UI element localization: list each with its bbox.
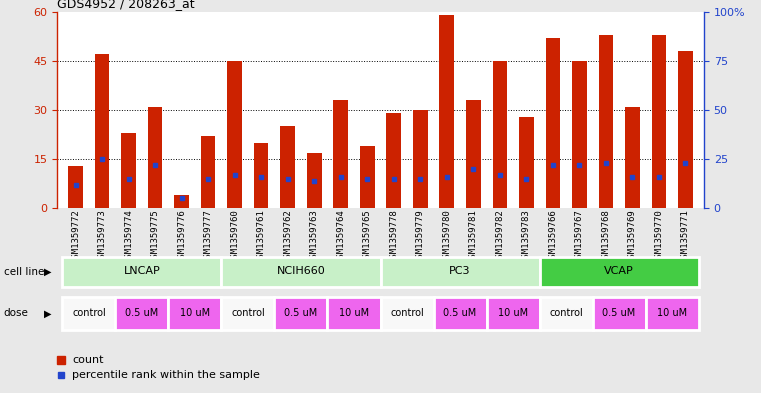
Text: 0.5 uM: 0.5 uM [444,308,476,318]
Bar [360,146,374,208]
Text: ▶: ▶ [43,309,51,318]
Bar [95,54,110,208]
Bar [434,297,486,330]
Bar [280,127,295,208]
Bar [68,166,83,208]
Text: 10 uM: 10 uM [339,308,369,318]
Bar [121,133,136,208]
Text: control: control [72,308,106,318]
Bar [625,107,640,208]
Bar [254,143,269,208]
Bar [593,297,645,330]
Text: GDS4952 / 208263_at: GDS4952 / 208263_at [57,0,195,10]
Bar [221,297,275,330]
Bar [466,100,481,208]
Bar [228,61,242,208]
Bar [540,297,593,330]
Bar [678,51,693,208]
Text: NCIH660: NCIH660 [276,266,326,277]
Bar [307,152,321,208]
Bar [546,38,560,208]
Bar [168,297,221,330]
Bar [486,297,540,330]
Bar [380,257,540,287]
Bar [413,110,428,208]
Bar [333,100,348,208]
Bar [572,61,587,208]
Text: cell line: cell line [4,267,44,277]
Bar [440,15,454,208]
Bar [116,297,168,330]
Text: PC3: PC3 [449,266,471,277]
Bar [492,61,507,208]
Text: ▶: ▶ [43,267,51,277]
Bar [327,297,380,330]
Bar [645,297,699,330]
Bar [62,297,116,330]
Text: control: control [549,308,583,318]
Text: 10 uM: 10 uM [498,308,528,318]
Bar [651,35,666,208]
Text: count: count [72,354,103,365]
Text: 0.5 uM: 0.5 uM [285,308,317,318]
Text: control: control [390,308,424,318]
Text: 10 uM: 10 uM [180,308,210,318]
Text: VCAP: VCAP [604,266,634,277]
Bar [380,297,434,330]
Bar [201,136,215,208]
Bar [148,107,162,208]
Text: dose: dose [4,309,29,318]
Bar [540,257,699,287]
Text: percentile rank within the sample: percentile rank within the sample [72,370,260,380]
Text: control: control [231,308,265,318]
Text: 0.5 uM: 0.5 uM [603,308,635,318]
Bar [387,113,401,208]
Text: 10 uM: 10 uM [657,308,687,318]
Bar [174,195,189,208]
Text: 0.5 uM: 0.5 uM [126,308,158,318]
Bar [275,297,327,330]
Bar [519,117,533,208]
Bar [599,35,613,208]
Text: LNCAP: LNCAP [123,266,161,277]
Bar [62,257,221,287]
Bar [221,257,380,287]
